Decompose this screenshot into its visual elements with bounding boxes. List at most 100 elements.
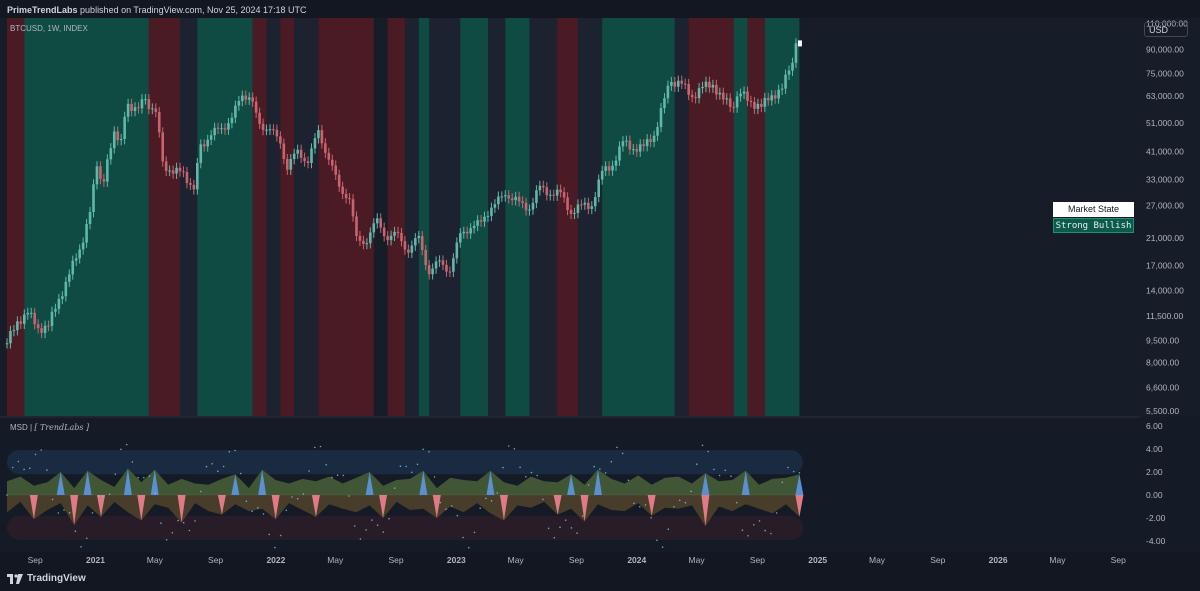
- candle: [317, 125, 320, 144]
- candle: [386, 231, 389, 246]
- tradingview-logo[interactable]: TradingView: [7, 573, 86, 584]
- candle: [244, 90, 248, 105]
- candle-body: [427, 265, 431, 275]
- candle: [213, 122, 216, 141]
- oscillator-dot: [331, 476, 333, 479]
- oscillator-dot: [667, 528, 670, 530]
- negative-spike: [580, 495, 589, 522]
- candle: [566, 192, 569, 216]
- oscillator-dot: [279, 534, 282, 537]
- candle: [510, 193, 514, 206]
- oscillator-dot: [730, 475, 732, 478]
- candle-body: [324, 143, 327, 153]
- candle-body: [296, 149, 299, 154]
- candle-body: [490, 207, 493, 216]
- negative-spike: [379, 495, 388, 519]
- oscillator-dot: [439, 501, 442, 504]
- candle-body: [666, 85, 670, 99]
- candle-body: [33, 312, 36, 325]
- oscillator-dot: [707, 450, 709, 453]
- candle-body: [320, 130, 324, 144]
- candle-body: [372, 223, 376, 233]
- candle-body: [88, 212, 92, 224]
- candle-body: [81, 242, 85, 250]
- candle-body: [448, 271, 452, 273]
- oscillator-dot: [411, 471, 413, 474]
- candle-body: [573, 212, 576, 214]
- candle: [282, 138, 286, 165]
- candle: [445, 259, 448, 277]
- oscillator-dot: [274, 546, 276, 549]
- candle-body: [95, 166, 99, 185]
- oscillator-dot: [450, 505, 453, 507]
- candle-body: [538, 185, 542, 191]
- candle-body: [403, 241, 407, 250]
- candle: [310, 143, 313, 169]
- oscillator-dot: [108, 493, 111, 496]
- oscillator-dot: [747, 535, 749, 537]
- oscillator-dot: [513, 448, 516, 450]
- oscillator-dot: [393, 487, 396, 489]
- zone-bull: [764, 18, 800, 416]
- candle: [625, 135, 628, 147]
- candle-body: [510, 198, 514, 201]
- candle: [656, 121, 659, 142]
- candle: [61, 291, 64, 305]
- candle: [711, 79, 715, 93]
- oscillator-dot: [319, 445, 322, 448]
- candle-body: [604, 166, 607, 171]
- candle-body: [590, 206, 594, 209]
- zone-bear: [747, 18, 765, 416]
- candle-body: [299, 149, 303, 158]
- candle: [324, 138, 327, 159]
- candle-body: [355, 216, 358, 236]
- candle-body: [40, 328, 43, 333]
- candle-body: [102, 178, 106, 182]
- candle: [555, 184, 559, 201]
- candle-body: [74, 258, 78, 261]
- oscillator-dot: [650, 517, 652, 519]
- oscillator-dot: [200, 490, 202, 493]
- candle-body: [23, 314, 26, 324]
- oscillator-dot: [798, 472, 801, 474]
- candle: [237, 95, 241, 111]
- oscillator-dot: [234, 449, 236, 452]
- oscillator-dot: [57, 512, 60, 514]
- candle: [344, 188, 348, 204]
- positive-spike: [419, 470, 428, 496]
- oscillator-dot: [781, 481, 784, 484]
- candle: [261, 118, 265, 136]
- candle: [452, 253, 455, 278]
- candle-body: [434, 261, 438, 269]
- candle-body: [386, 236, 389, 241]
- candle-body: [337, 174, 341, 187]
- candle-body: [151, 108, 154, 110]
- currency-badge[interactable]: USD: [1144, 22, 1188, 37]
- price-tick-label: 14,000.00: [1146, 285, 1184, 295]
- candle-body: [621, 141, 625, 147]
- candle: [479, 215, 483, 227]
- oscillator-dot: [661, 546, 664, 548]
- candle: [337, 169, 341, 193]
- candle: [770, 90, 774, 106]
- candle-body: [303, 157, 306, 162]
- candle-body: [230, 117, 234, 124]
- candle-body: [517, 196, 521, 202]
- candle: [279, 131, 282, 149]
- candle: [638, 139, 642, 157]
- candle: [12, 325, 16, 337]
- candle-body: [85, 223, 88, 243]
- candle: [365, 238, 369, 250]
- oscillator-dot: [131, 461, 134, 463]
- candle: [362, 235, 365, 250]
- price-tick-label: 41,000.00: [1146, 146, 1184, 156]
- oscillator-dot: [365, 529, 367, 531]
- positive-spike: [56, 471, 65, 496]
- oscillator-dot: [724, 469, 727, 472]
- publisher-name[interactable]: PrimeTrendLabs: [7, 5, 78, 15]
- candle-body: [71, 260, 75, 275]
- candle: [746, 86, 749, 107]
- candle-body: [652, 135, 656, 142]
- candle-body: [137, 107, 140, 109]
